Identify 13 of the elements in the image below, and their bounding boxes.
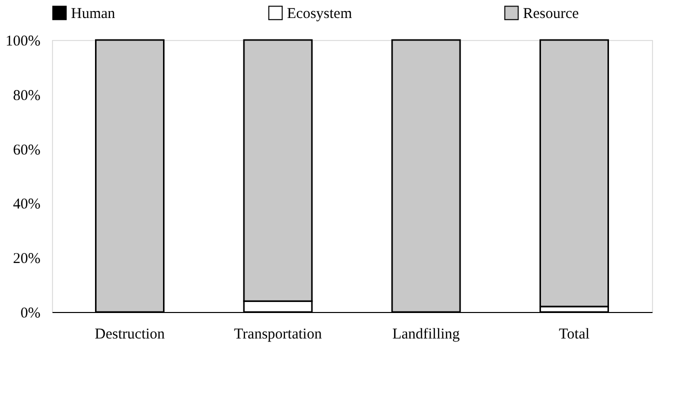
- y-tick-label: 40%: [13, 196, 40, 213]
- y-tick-label: 100%: [6, 34, 40, 50]
- legend-label: Resource: [523, 6, 580, 22]
- legend-label: Human: [71, 6, 116, 22]
- y-tick-label: 80%: [13, 88, 40, 104]
- y-tick-label: 60%: [13, 142, 40, 158]
- legend-label: Ecosystem: [287, 6, 352, 22]
- x-tick-label: Total: [558, 326, 590, 342]
- x-tick-label: Landfilling: [392, 326, 460, 342]
- x-tick-label: Destruction: [94, 326, 166, 342]
- x-tick-label: Transportation: [234, 326, 322, 342]
- y-tick-label: 20%: [13, 251, 40, 268]
- y-tick-label: 0%: [20, 306, 40, 322]
